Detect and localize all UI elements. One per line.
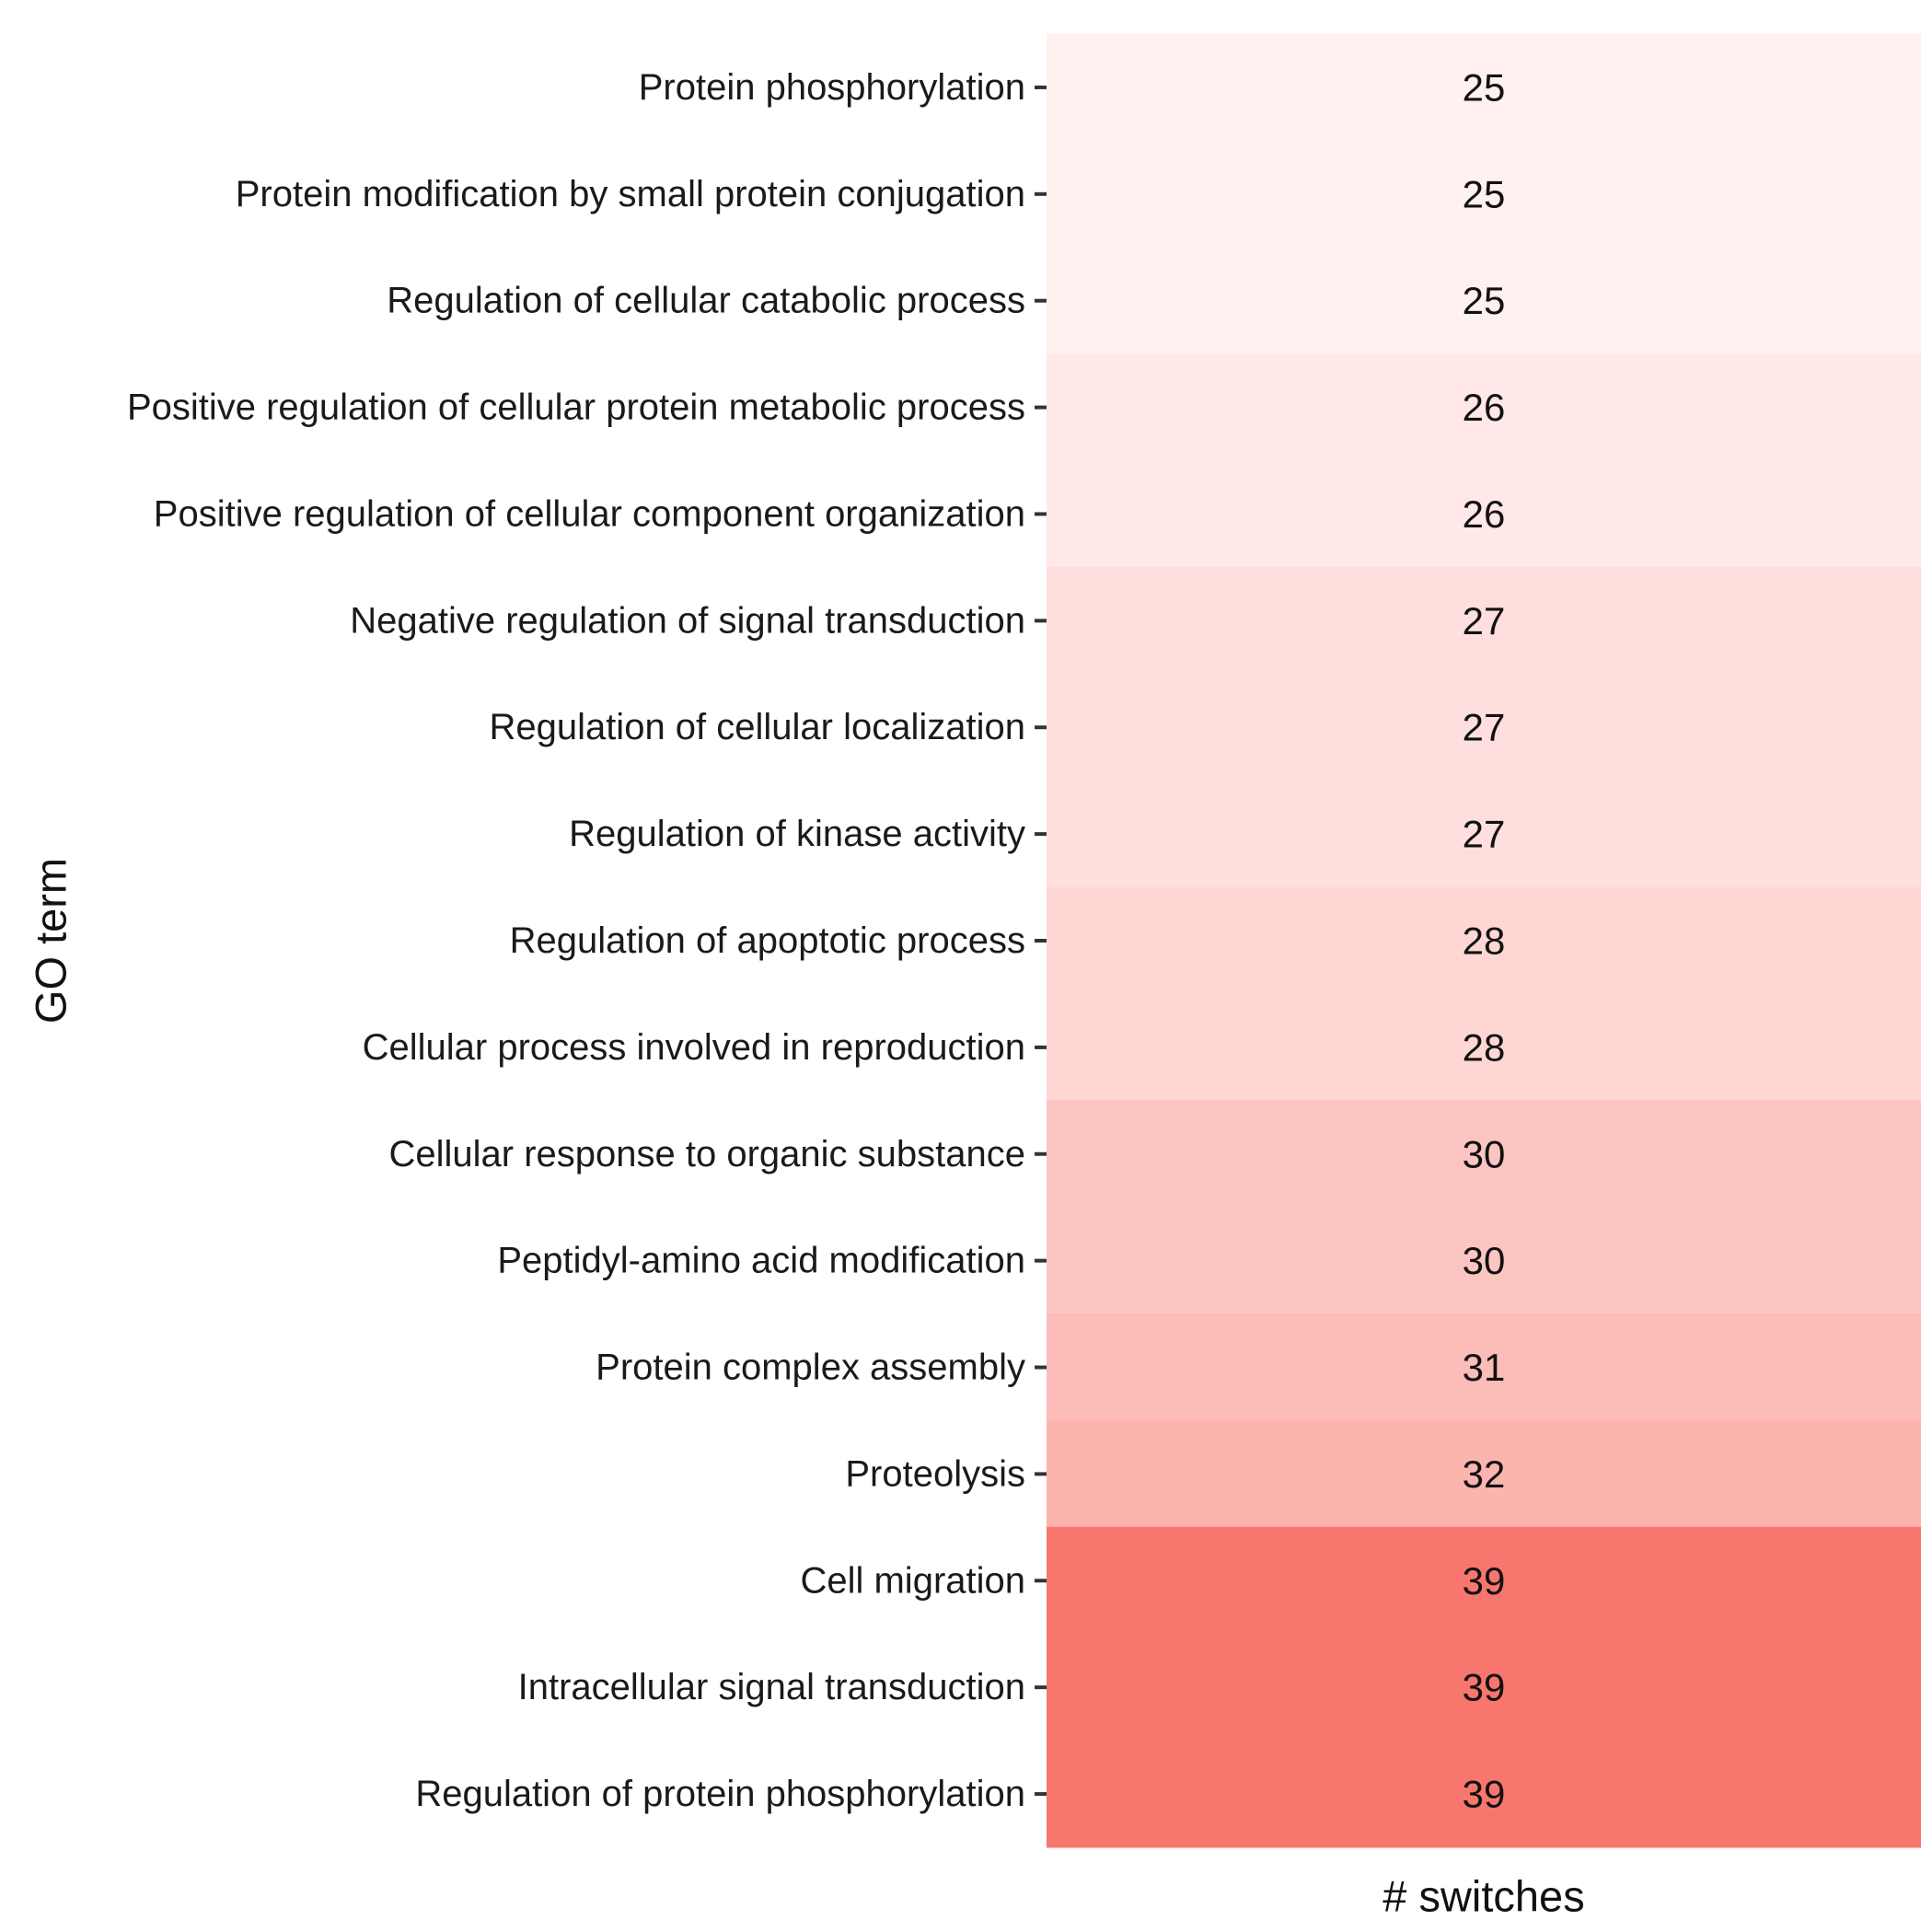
heatmap-cell [1047,33,1921,142]
y-axis-tick-label: Protein modification by small protein co… [236,174,1025,214]
heatmap-cell [1047,1419,1921,1528]
cell-value-label: 25 [1463,172,1506,215]
cell-value-label: 28 [1463,1025,1506,1069]
heatmap-cell [1047,140,1921,249]
y-axis-tick-label: Regulation of cellular localization [489,707,1025,747]
y-axis-tick-label: Cell migration [800,1560,1025,1601]
cell-value-label: 39 [1463,1773,1506,1816]
heatmap-cells [1047,33,1921,1848]
heatmap-cell [1047,993,1921,1102]
y-axis-tick-label: Protein complex assembly [596,1348,1025,1388]
heatmap-cell [1047,780,1921,888]
heatmap-cell [1047,1313,1921,1421]
x-axis-title: # switches [1382,1872,1584,1921]
y-axis-ticks [1035,85,1047,1797]
y-axis-tick-label: Positive regulation of cellular componen… [154,493,1025,534]
cell-value-label: 31 [1463,1346,1506,1389]
cell-value-label: 25 [1463,65,1506,109]
y-axis-tick-label: Cellular process involved in reproductio… [363,1027,1025,1068]
cell-value-label: 30 [1463,1132,1506,1175]
heatmap-cell [1047,1526,1921,1635]
heatmap-cell [1047,1633,1921,1741]
cell-value-label: 32 [1463,1452,1506,1496]
y-axis-tick-labels: Protein phosphorylation Protein modificat… [127,67,1025,1814]
heatmap-cell [1047,247,1921,355]
cell-value-label: 26 [1463,492,1506,536]
cell-value-label: 39 [1463,1559,1506,1602]
y-axis-tick-label: Regulation of kinase activity [569,814,1025,854]
cell-value-label: 30 [1463,1239,1506,1282]
heatmap-cell [1047,886,1921,995]
y-axis-tick-label: Positive regulation of cellular protein … [127,388,1025,428]
y-axis-tick-label: Proteolysis [845,1453,1025,1494]
cell-value-labels: 25 25 25 26 26 27 27 27 28 28 30 30 31 32 39 39 39 [1463,65,1506,1815]
cell-value-label: 25 [1463,279,1506,322]
y-axis-tick-label: Protein phosphorylation [639,67,1025,108]
heatmap-cell [1047,673,1921,781]
cell-value-label: 27 [1463,706,1506,749]
y-axis-tick-label: Intracellular signal transduction [518,1667,1025,1707]
y-axis-title: GO term [27,858,75,1024]
y-axis-tick-label: Peptidyl-amino acid modification [497,1241,1025,1281]
heatmap-cell [1047,1207,1921,1315]
y-axis-tick-label: Regulation of cellular catabolic process [387,281,1025,321]
y-axis-tick-label: Negative regulation of signal transducti… [350,600,1025,641]
y-axis-tick-label: Regulation of apoptotic process [510,920,1025,961]
heatmap-cell [1047,460,1921,568]
heatmap-cell [1047,566,1921,675]
cell-value-label: 26 [1463,386,1506,429]
heatmap-cell [1047,1100,1921,1209]
heatmap-cell [1047,353,1921,462]
y-axis-tick-label: Regulation of protein phosphorylation [415,1774,1025,1814]
heatmap-cell [1047,1740,1921,1848]
cell-value-label: 27 [1463,813,1506,856]
y-axis-tick-label: Cellular response to organic substance [388,1134,1025,1174]
cell-value-label: 39 [1463,1666,1506,1709]
cell-value-label: 27 [1463,599,1506,642]
cell-value-label: 28 [1463,920,1506,963]
